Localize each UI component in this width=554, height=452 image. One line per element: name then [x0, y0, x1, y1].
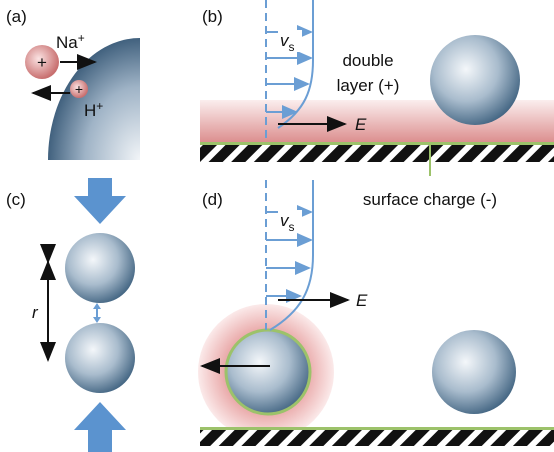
particle	[65, 233, 135, 303]
layer-label: double	[342, 51, 393, 70]
ion-charge: +	[78, 31, 85, 45]
force-arrow	[74, 178, 126, 224]
particle	[430, 35, 520, 125]
surface	[48, 38, 140, 160]
field-label: E	[355, 115, 367, 134]
particle	[65, 323, 135, 393]
wall	[200, 430, 554, 446]
panel-label: (a)	[6, 7, 27, 26]
force-arrow	[74, 402, 126, 452]
ion-name: H	[84, 101, 96, 120]
panel-label: (b)	[202, 7, 223, 26]
velocity-sub: s	[289, 40, 295, 54]
figure: (a) + Na+ + H+ (b) vs double layer (+) E…	[0, 0, 554, 452]
layer-label: layer (+)	[337, 76, 400, 95]
ion-name: Na	[56, 33, 78, 52]
distance-label: r	[32, 303, 39, 322]
field-label: E	[356, 291, 368, 310]
charge-label: surface charge (-)	[363, 190, 497, 209]
velocity-sub: s	[289, 220, 295, 234]
particle	[432, 330, 516, 414]
panel-label: (c)	[6, 190, 26, 209]
panel-label: (d)	[202, 190, 223, 209]
ion-sign: +	[37, 53, 47, 72]
gap-arrow	[93, 303, 101, 323]
ion-charge: +	[96, 99, 103, 113]
ion-label: Na+	[56, 31, 85, 52]
particle	[226, 330, 310, 414]
wall	[200, 145, 554, 162]
ion-sign: +	[75, 81, 83, 97]
